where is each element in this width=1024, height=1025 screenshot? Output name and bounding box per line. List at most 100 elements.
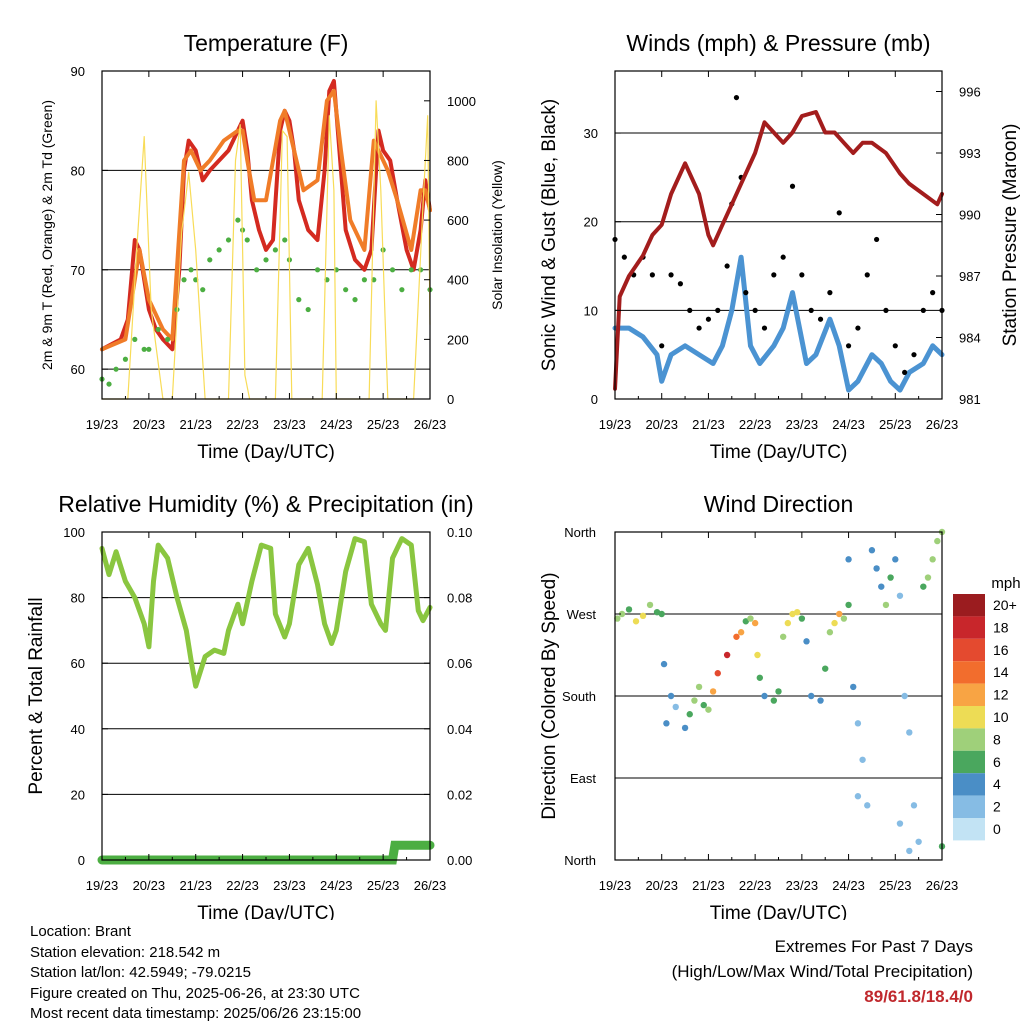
humidity-xtick-label: 21/23 bbox=[179, 878, 212, 893]
winds-gust-point bbox=[892, 343, 898, 349]
temperature-td2m-point bbox=[146, 346, 152, 352]
winds-title: Winds (mph) & Pressure (mb) bbox=[626, 30, 930, 56]
wind_direction-point bbox=[705, 706, 712, 713]
temperature-td2m-point bbox=[296, 297, 302, 303]
wind_direction-legend-swatch bbox=[953, 773, 985, 796]
winds-ytick-label: 10 bbox=[584, 303, 598, 318]
winds-gust-point bbox=[845, 343, 852, 349]
winds-gust-point bbox=[724, 263, 730, 269]
temperature-td2m-point bbox=[165, 336, 171, 342]
wind_direction-point bbox=[779, 633, 787, 640]
temperature-xlabel: Time (Day/UTC) bbox=[197, 442, 335, 463]
temperature-y2tick-label: 0 bbox=[447, 392, 454, 407]
winds-gust-point bbox=[761, 325, 768, 331]
winds-gust-point bbox=[780, 254, 786, 260]
latlon-text: Station lat/lon: 42.5949; -79.0215 bbox=[30, 964, 252, 981]
winds-gust-point bbox=[743, 290, 749, 296]
temperature-td2m-point bbox=[200, 287, 206, 293]
elevation-text: Station elevation: 218.542 m bbox=[30, 943, 221, 961]
winds-wind-line bbox=[612, 254, 945, 393]
winds-xtick-label: 24/23 bbox=[832, 417, 865, 432]
temperature-xtick-label: 25/23 bbox=[367, 417, 400, 432]
wind_direction-point bbox=[817, 697, 824, 704]
temperature-td2m-point bbox=[225, 237, 232, 243]
wind_direction-point bbox=[754, 651, 761, 659]
wind_direction-point bbox=[672, 703, 679, 711]
wind_direction-point bbox=[901, 692, 908, 700]
humidity-xtick-label: 19/23 bbox=[86, 878, 119, 893]
temperature-ytick-label: 60 bbox=[71, 362, 85, 377]
humidity-xtick-label: 20/23 bbox=[133, 878, 166, 893]
wind_direction-legend-swatch bbox=[953, 594, 985, 617]
humidity-xtick-label: 24/23 bbox=[320, 878, 353, 893]
wind_direction-point bbox=[929, 556, 936, 563]
wind_direction-xtick-label: 22/23 bbox=[739, 878, 772, 893]
winds-gust-point bbox=[864, 272, 870, 278]
wind_direction-point bbox=[751, 619, 759, 627]
wind_direction-point bbox=[691, 697, 698, 704]
winds-y2tick-label: 984 bbox=[959, 331, 981, 346]
wind_direction-point bbox=[803, 638, 810, 645]
humidity-ytick-label: 0 bbox=[78, 853, 85, 868]
temperature-td2m-point bbox=[235, 217, 241, 223]
wind_direction-point bbox=[660, 660, 668, 668]
winds-xtick-label: 23/23 bbox=[786, 417, 819, 432]
wind_direction-point bbox=[646, 601, 654, 609]
temperature-td2m-point bbox=[207, 257, 213, 263]
humidity-ylabel: Percent & Total Rainfall bbox=[26, 597, 47, 794]
humidity-y2tick-label: 0.04 bbox=[447, 722, 472, 737]
wind_direction-point bbox=[625, 606, 633, 613]
temperature-y2tick-label: 400 bbox=[447, 273, 469, 288]
extremes-values: 89/61.8/18.4/0 bbox=[864, 987, 973, 1006]
winds-xtick-label: 19/23 bbox=[599, 417, 632, 432]
winds-gust-point bbox=[883, 307, 889, 313]
winds-gust-point bbox=[930, 290, 936, 296]
temperature-td2m-point bbox=[408, 267, 414, 273]
humidity-y2tick-label: 0.00 bbox=[447, 853, 472, 868]
wind_direction-ytick-label: East bbox=[570, 771, 596, 786]
temperature-y2tick-label: 200 bbox=[447, 332, 469, 347]
wind_direction-point bbox=[826, 629, 834, 636]
wind_direction-point bbox=[915, 838, 922, 845]
wind_direction-point bbox=[822, 665, 829, 672]
wind_direction-point bbox=[854, 720, 862, 727]
wind_direction-legend-swatch bbox=[953, 818, 985, 841]
humidity-y2tick-label: 0.10 bbox=[447, 525, 472, 540]
wind_direction-legend-label: 20+ bbox=[993, 597, 1017, 613]
winds-gust-point bbox=[649, 272, 655, 278]
wind_direction-legend-label: 10 bbox=[993, 709, 1009, 725]
humidity-ytick-label: 60 bbox=[71, 656, 85, 671]
temperature-td2m-point bbox=[282, 237, 288, 243]
wind_direction-xtick-label: 26/23 bbox=[926, 878, 959, 893]
location-text: Location: Brant bbox=[30, 923, 131, 940]
wind_direction-point bbox=[686, 711, 693, 718]
wind_direction-legend-swatch bbox=[953, 616, 985, 639]
winds-y2tick-label: 981 bbox=[959, 392, 981, 407]
wind_direction-point bbox=[663, 720, 670, 727]
winds-gust-point bbox=[855, 325, 861, 331]
winds-ytick-label: 20 bbox=[584, 215, 598, 230]
temperature-td2m-point bbox=[188, 267, 194, 273]
wind_direction-point bbox=[808, 692, 815, 700]
temperature-td2m-point bbox=[216, 247, 222, 253]
wind_direction-point bbox=[934, 537, 941, 545]
wind_direction-legend-label: 8 bbox=[993, 731, 1001, 747]
wind_direction-point bbox=[798, 615, 806, 622]
temperature-y2tick-label: 1000 bbox=[447, 94, 476, 109]
wind_direction-point bbox=[614, 615, 621, 622]
wind_direction-point bbox=[831, 619, 838, 627]
winds-xlabel: Time (Day/UTC) bbox=[710, 442, 848, 463]
humidity-xtick-label: 25/23 bbox=[367, 878, 400, 893]
wind_direction-point bbox=[714, 670, 721, 677]
wind_direction-legend-label: 0 bbox=[993, 821, 1001, 837]
humidity-ytick-label: 40 bbox=[71, 722, 85, 737]
wind_direction-point bbox=[845, 601, 852, 609]
winds-xtick-label: 21/23 bbox=[692, 417, 725, 432]
temperature-xtick-label: 26/23 bbox=[414, 417, 447, 432]
temperature-td2m-point bbox=[181, 277, 187, 283]
winds-y2label: Station Pressure (Maroon) bbox=[1000, 124, 1021, 347]
wind_direction-xtick-label: 21/23 bbox=[692, 878, 725, 893]
winds-gust-point bbox=[687, 307, 693, 313]
wind_direction-point bbox=[700, 701, 707, 709]
winds-gust-point bbox=[836, 210, 842, 216]
